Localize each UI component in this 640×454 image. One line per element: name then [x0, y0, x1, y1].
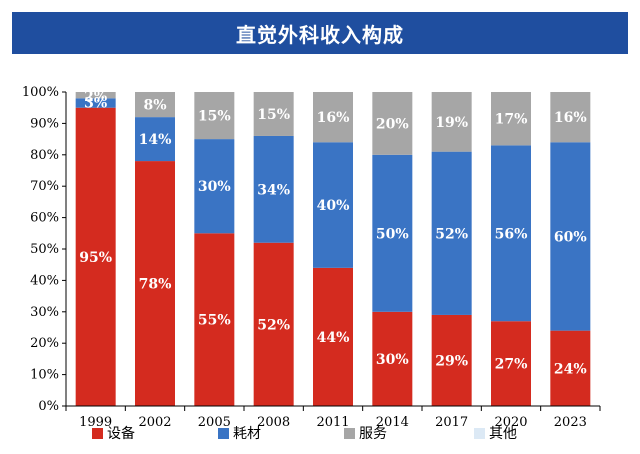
- x-tick-label: 2002: [138, 415, 171, 430]
- bar-耗材-2020: [491, 145, 531, 322]
- legend-label-其他: 其他: [489, 426, 517, 442]
- x-tick-label: 1999: [79, 415, 112, 430]
- data-label-服务-2008: 15%: [257, 107, 290, 123]
- bar-耗材-2002: [135, 117, 175, 162]
- bar-服务-1999: [75, 92, 116, 99]
- data-label-设备-2005: 55%: [198, 313, 231, 329]
- bar-设备-2023: [550, 330, 591, 406]
- data-label-设备-2008: 52%: [257, 317, 290, 333]
- data-label-耗材-2020: 56%: [495, 226, 528, 242]
- bar-设备-2005: [194, 233, 235, 406]
- bar-耗材-2023: [550, 142, 591, 331]
- x-tick-label: 2008: [257, 415, 290, 430]
- data-label-设备-2023: 24%: [554, 361, 587, 377]
- x-tick-label: 2005: [198, 415, 231, 430]
- bar-设备-2008: [253, 242, 294, 406]
- data-label-设备-2014: 30%: [376, 352, 409, 368]
- data-label-设备-2017: 29%: [435, 353, 468, 369]
- y-tick-label: 50%: [30, 242, 59, 257]
- data-label-服务-2017: 19%: [435, 115, 468, 131]
- bar-服务-2005: [194, 92, 235, 140]
- bar-耗材-1999: [75, 98, 116, 108]
- bar-设备-2020: [491, 321, 531, 406]
- bar-服务-2023: [550, 92, 591, 143]
- x-tick-label: 2017: [435, 415, 468, 430]
- chart-title: 直觉外科收入构成: [12, 12, 628, 54]
- bar-耗材-2008: [253, 135, 294, 243]
- bar-耗材-2005: [194, 139, 235, 234]
- bar-服务-2011: [313, 92, 353, 143]
- data-label-耗材-2017: 52%: [435, 226, 468, 242]
- legend-label-耗材: 耗材: [233, 426, 261, 442]
- y-tick-label: 30%: [30, 305, 59, 320]
- y-tick-label: 10%: [30, 368, 59, 383]
- bar-服务-2017: [431, 92, 472, 152]
- data-label-服务-2020: 17%: [495, 112, 528, 128]
- bar-设备-2014: [372, 311, 413, 406]
- bar-设备-2017: [431, 314, 472, 406]
- y-tick-label: 80%: [30, 148, 59, 163]
- x-tick-label: 2020: [494, 415, 527, 430]
- legend: 设备 耗材 服务 其他: [92, 425, 517, 442]
- data-label-耗材-2005: 30%: [198, 179, 231, 195]
- legend-swatch-耗材: [218, 428, 229, 439]
- legend-label-设备: 设备: [107, 425, 135, 442]
- data-label-耗材-2014: 50%: [376, 226, 409, 242]
- data-label-服务-2014: 20%: [376, 116, 409, 132]
- bar-耗材-2014: [372, 154, 413, 312]
- bar-设备-2002: [135, 161, 175, 406]
- legend-swatch-服务: [344, 428, 355, 439]
- x-tick-label: 2014: [376, 415, 409, 430]
- y-tick-label: 60%: [30, 211, 59, 226]
- data-label-耗材-2002: 14%: [139, 132, 172, 148]
- bar-耗材-2011: [313, 142, 353, 268]
- data-label-服务-2002: 8%: [143, 98, 166, 114]
- data-label-设备-2011: 44%: [317, 330, 350, 346]
- bar-服务-2020: [491, 92, 531, 146]
- bar-耗材-2017: [431, 151, 472, 315]
- data-label-耗材-1999: 3%: [84, 95, 107, 111]
- data-label-服务-2011: 16%: [317, 110, 350, 126]
- y-tick-label: 70%: [30, 179, 59, 194]
- data-label-设备-2020: 27%: [495, 357, 528, 373]
- bar-服务-2002: [135, 92, 175, 118]
- bar-设备-1999: [75, 107, 116, 406]
- data-label-服务-2023: 16%: [554, 110, 587, 126]
- data-label-设备-1999: 95%: [79, 250, 112, 266]
- bar-服务-2008: [253, 92, 294, 136]
- axes-layer: 0% 10% 20% 30% 40% 50% 60% 70% 80% 90% 100% 1999 200…: [22, 85, 601, 430]
- data-label-耗材-2008: 34%: [257, 182, 290, 198]
- y-tick-label: 20%: [30, 336, 59, 351]
- x-tick-label: 2011: [316, 415, 349, 430]
- data-label-服务-1999: 2%: [84, 89, 107, 105]
- y-tick-label: 90%: [30, 116, 59, 131]
- bars-layer: 95% 3%2% 78% 14% 8% 55% 30% 15% 52% 34% 15% 44% 40% 1…: [75, 89, 591, 406]
- data-label-耗材-2023: 60%: [554, 229, 587, 245]
- bar-设备-2011: [313, 267, 353, 406]
- legend-swatch-设备: [92, 428, 103, 439]
- legend-swatch-其他: [474, 428, 485, 439]
- data-label-服务-2005: 15%: [198, 109, 231, 125]
- y-tick-label: 0%: [38, 399, 59, 414]
- legend-label-服务: 服务: [359, 426, 387, 442]
- data-label-耗材-2011: 40%: [317, 198, 350, 214]
- x-tick-label: 2023: [554, 415, 587, 430]
- y-tick-label: 100%: [22, 85, 59, 100]
- bar-服务-2014: [372, 92, 413, 155]
- data-label-设备-2002: 78%: [139, 277, 172, 293]
- y-tick-label: 40%: [30, 273, 59, 288]
